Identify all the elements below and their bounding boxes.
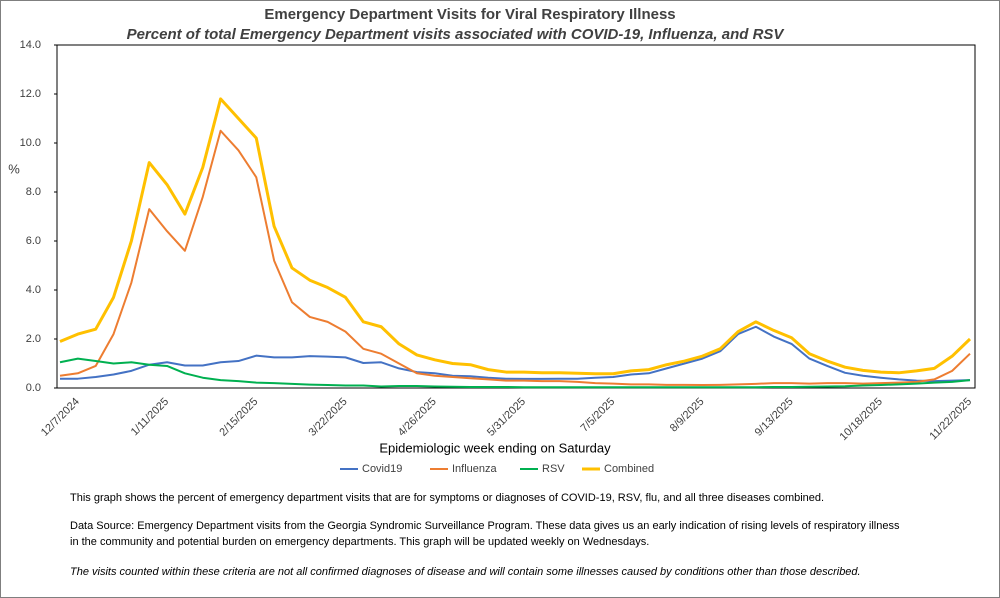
- x-axis-label: Epidemiologic week ending on Saturday: [379, 440, 611, 455]
- note: The visits counted within these criteria…: [70, 566, 861, 578]
- chart-subtitle: Percent of total Emergency Department vi…: [127, 26, 786, 43]
- legend-label: Combined: [604, 463, 654, 475]
- y-tick-label: 8.0: [26, 186, 41, 198]
- y-tick-label: 10.0: [20, 137, 41, 149]
- y-tick-label: 12.0: [20, 88, 41, 100]
- y-tick-label: 2.0: [26, 333, 41, 345]
- y-tick-label: 0.0: [26, 382, 41, 394]
- legend-label: Covid19: [362, 463, 402, 475]
- series-line: [59, 357, 971, 389]
- note: in the community and potential burden on…: [70, 536, 649, 548]
- series-line: [60, 325, 971, 383]
- y-tick-label: 6.0: [26, 235, 41, 247]
- legend-label: Influenza: [452, 463, 498, 475]
- y-axis-label: %: [8, 161, 20, 176]
- series-line: [59, 97, 972, 376]
- chart-title: Emergency Department Visits for Viral Re…: [264, 6, 675, 23]
- y-tick-label: 4.0: [26, 284, 41, 296]
- note: Data Source: Emergency Department visits…: [70, 520, 900, 532]
- y-tick-label: 14.0: [20, 39, 41, 51]
- series-line: [59, 129, 971, 387]
- legend-label: RSV: [542, 463, 565, 475]
- note: This graph shows the percent of emergenc…: [70, 492, 824, 504]
